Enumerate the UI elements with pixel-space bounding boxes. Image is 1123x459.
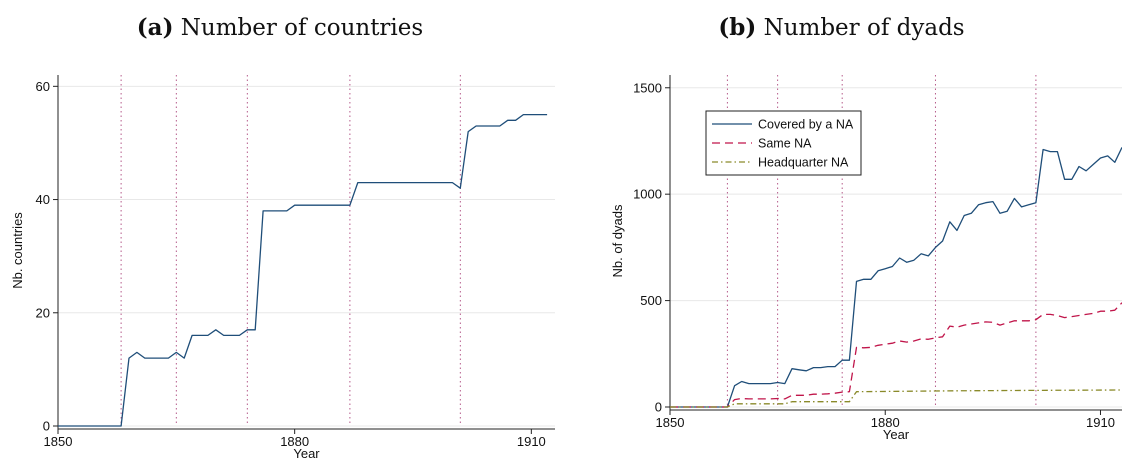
chart-a-y-tick-label: 0: [43, 419, 50, 434]
chart-a-series-line-0: [58, 113, 548, 427]
chart-a-x-tick-label: 1850: [44, 434, 73, 449]
chart-b-y-tick-label: 1500: [633, 80, 662, 95]
panel-a-title-text: Number of countries: [180, 15, 424, 41]
chart-b-x-axis-label: Year: [883, 427, 910, 442]
panel-a-tag: (a): [136, 14, 174, 41]
chart-b-legend-label-0: Covered by a NA: [758, 118, 854, 132]
panel-b-tag: (b): [718, 14, 757, 41]
chart-b-legend-label-1: Same NA: [758, 137, 812, 151]
chart-b-x-tick-label: 1850: [656, 415, 685, 430]
chart-a-x-tick-label: 1910: [517, 434, 546, 449]
chart-b-x-tick-label: 1910: [1086, 415, 1115, 430]
chart-a-y-tick-label: 60: [36, 79, 50, 94]
panel-b-title: (b) Number of dyads: [560, 14, 1123, 41]
chart-b-y-tick-label: 0: [655, 400, 662, 415]
chart-b-series-line-1: [670, 302, 1122, 408]
chart-a-y-axis-label: Nb. countries: [10, 212, 25, 289]
chart-a-x-axis-label: Year: [293, 446, 320, 459]
chart-b-y-axis-label: Nb. of dyads: [610, 204, 625, 277]
chart-b-legend-label-2: Headquarter NA: [758, 156, 849, 170]
chart-a-y-tick-label: 20: [36, 305, 50, 320]
chart-a-x-tick-label: 1880: [280, 434, 309, 449]
chart-b-y-tick-label: 1000: [633, 187, 662, 202]
panel-a-title: (a) Number of countries: [0, 14, 560, 41]
chart-b-series-line-0: [670, 147, 1122, 408]
chart-a-y-tick-label: 40: [36, 192, 50, 207]
chart-b-y-tick-label: 500: [640, 293, 662, 308]
chart-b-x-tick-label: 1880: [871, 415, 900, 430]
chart-b-series-line-2: [670, 389, 1122, 408]
panel-b-title-text: Number of dyads: [763, 15, 965, 41]
